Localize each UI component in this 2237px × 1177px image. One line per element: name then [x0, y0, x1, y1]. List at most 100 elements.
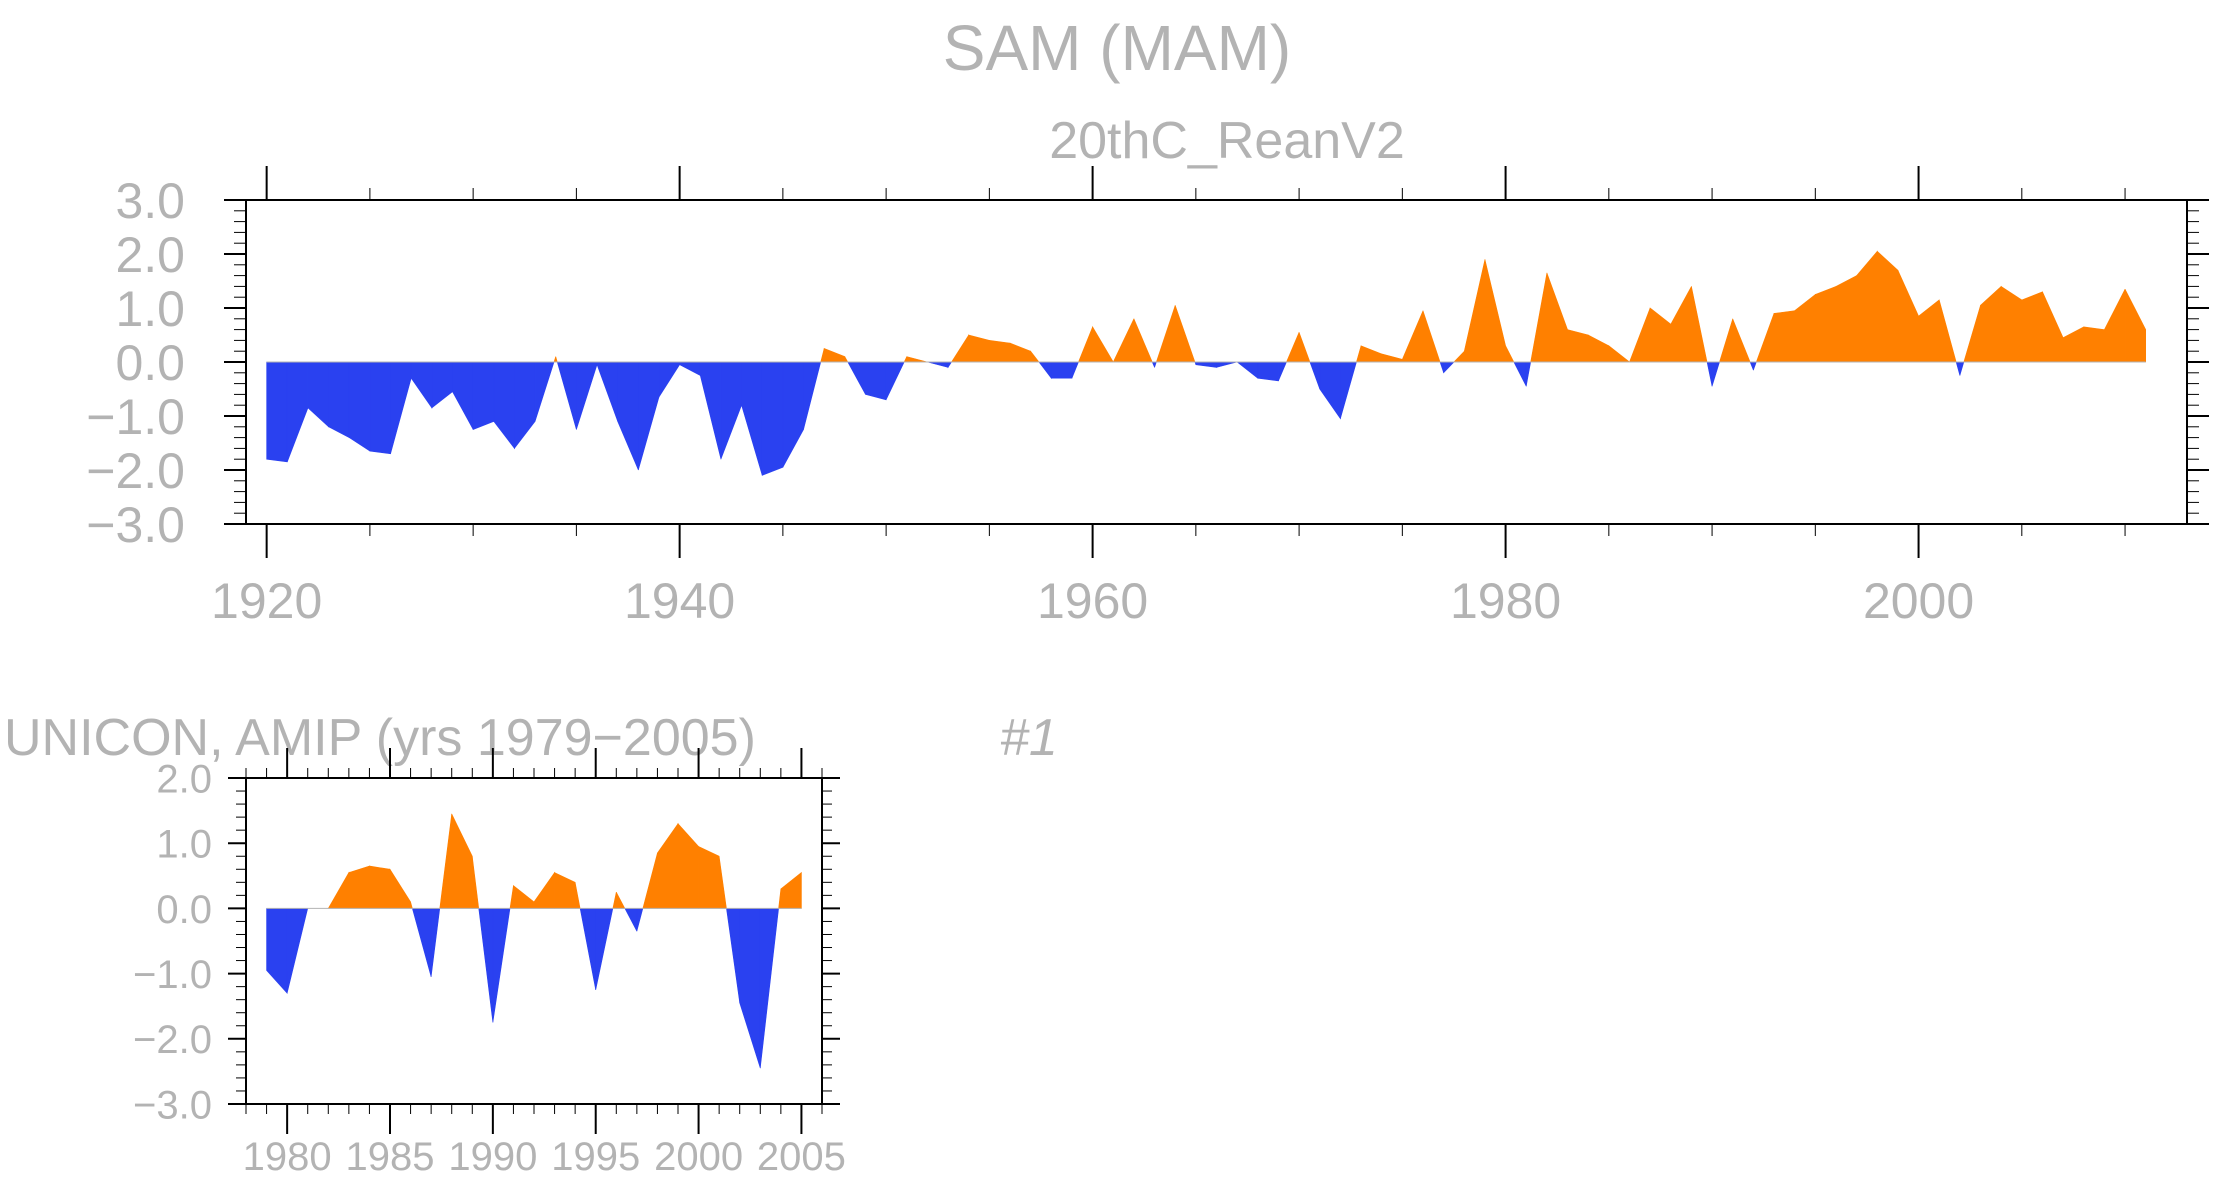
area-segment-2006-0: [2042, 291, 2064, 363]
top-chart-plot-area: [266, 250, 2146, 476]
area-segment-1990-1: [509, 885, 514, 909]
area-segment-1978-0: [1463, 259, 1486, 363]
area-segment-2002-1: [1963, 305, 1981, 363]
area-segment-1977-0: [1443, 361, 1455, 374]
area-segment-2003-0: [759, 908, 779, 1069]
area-segment-1921-0: [286, 361, 309, 463]
y-tick-label: −1.0: [86, 389, 185, 445]
area-segment-1932-0: [514, 361, 536, 450]
area-segment-1981-1: [1530, 272, 1548, 363]
area-segment-1965-0: [1195, 361, 1217, 368]
area-segment-1930-0: [472, 361, 495, 430]
area-segment-1927-0: [410, 361, 433, 409]
area-segment-1942-0: [720, 361, 742, 460]
area-segment-2004-0: [780, 871, 802, 909]
area-segment-2001-0: [1938, 299, 1957, 363]
area-segment-1955-0: [989, 340, 1011, 363]
y-tick-label: 1.0: [156, 823, 212, 867]
area-segment-1920-0: [266, 361, 288, 463]
area-segment-2005-0: [2021, 291, 2043, 363]
area-segment-1994-0: [1794, 293, 1816, 363]
x-tick-label: 1960: [1037, 573, 1148, 629]
area-segment-1985-0: [389, 868, 411, 909]
area-segment-1960-0: [1092, 325, 1114, 363]
x-tick-label: 1995: [551, 1135, 640, 1177]
area-segment-2004-0: [2000, 285, 2023, 363]
area-segment-1922-0: [307, 361, 329, 428]
area-segment-1951-0: [906, 356, 928, 363]
bottom-chart: UNICON, AMIP (yrs 1979−2005) #1 2.0 1.0 0.…: [4, 709, 1058, 1177]
area-segment-1986-0: [1629, 307, 1651, 363]
y-tick-label: 1.0: [115, 281, 185, 337]
area-segment-1963-1: [1155, 305, 1176, 363]
area-segment-1979-0: [266, 908, 288, 994]
bottom-chart-plot-area: [266, 813, 802, 1069]
area-segment-1964-0: [1174, 305, 1196, 363]
area-segment-1954-0: [968, 334, 990, 363]
area-segment-1938-0: [638, 361, 660, 471]
area-segment-1928-0: [431, 361, 453, 409]
area-segment-1961-0: [1112, 318, 1135, 363]
area-segment-2000-0: [698, 845, 720, 909]
area-segment-1946-0: [803, 361, 822, 430]
bottom-chart-run-label: #1: [1000, 709, 1058, 767]
area-segment-1993-0: [1773, 310, 1795, 363]
area-segment-1925-0: [369, 361, 391, 455]
area-segment-1944-0: [761, 361, 784, 476]
area-segment-1976-0: [1422, 310, 1441, 363]
area-segment-1956-0: [1009, 342, 1031, 363]
area-segment-2001-1: [726, 908, 741, 1003]
area-segment-1991-0: [513, 884, 535, 909]
area-segment-1948-0: [844, 356, 849, 363]
y-tick-label: 0.0: [115, 335, 185, 391]
area-segment-1929-0: [452, 361, 474, 430]
area-segment-1948-1: [847, 361, 866, 395]
y-tick-label: −1.0: [133, 953, 212, 997]
area-segment-1996-0: [615, 891, 626, 909]
area-segment-1975-0: [1402, 310, 1424, 363]
area-segment-1958-0: [1051, 361, 1073, 379]
area-segment-1983-0: [348, 865, 370, 909]
area-segment-1998-0: [1876, 250, 1899, 363]
area-segment-1980-0: [286, 908, 309, 994]
area-segment-1935-0: [576, 361, 598, 430]
area-segment-1997-1: [642, 852, 658, 909]
area-segment-1968-0: [1257, 361, 1279, 382]
bottom-chart-frame: [245, 777, 823, 1105]
area-segment-1966-0: [1216, 361, 1238, 368]
area-segment-2001-1: [1955, 361, 1961, 376]
area-segment-1989-1: [478, 908, 494, 1023]
area-segment-1977-1: [1453, 350, 1465, 363]
area-segment-1982-0: [327, 871, 350, 909]
bottom-chart-axes: 2.0 1.0 0.0 −1.0 −2.0 −3.0 1980 1985 1990 1995 200…: [133, 748, 846, 1177]
x-tick-label: 1980: [1450, 573, 1561, 629]
y-tick-label: 2.0: [156, 757, 212, 801]
area-segment-1923-0: [328, 361, 350, 439]
area-segment-1949-0: [865, 361, 887, 401]
area-segment-1992-0: [1753, 361, 1757, 371]
area-segment-1972-1: [1356, 345, 1362, 363]
x-tick-label: 2000: [654, 1135, 743, 1177]
area-segment-2008-0: [2083, 326, 2105, 363]
area-segment-1936-0: [596, 361, 618, 422]
area-segment-1992-1: [1755, 313, 1775, 363]
area-segment-1991-1: [1749, 361, 1754, 371]
area-segment-2009-0: [2104, 288, 2126, 363]
area-segment-1941-0: [699, 361, 722, 460]
area-segment-1992-0: [533, 871, 555, 909]
area-segment-1970-1: [1309, 361, 1321, 390]
area-segment-1953-1: [950, 333, 970, 363]
area-segment-1986-0: [410, 901, 413, 909]
area-segment-1976-1: [1439, 361, 1444, 373]
area-segment-1934-1: [556, 361, 577, 430]
area-segment-1999-0: [677, 822, 699, 909]
y-tick-label: 3.0: [115, 173, 185, 229]
area-segment-2001-0: [718, 856, 727, 909]
area-segment-1995-1: [612, 892, 617, 909]
area-segment-1957-1: [1038, 361, 1052, 380]
area-segment-1994-0: [574, 882, 581, 909]
area-segment-1997-0: [636, 908, 644, 932]
area-segment-1984-0: [1587, 334, 1610, 363]
area-segment-1989-0: [471, 856, 480, 909]
